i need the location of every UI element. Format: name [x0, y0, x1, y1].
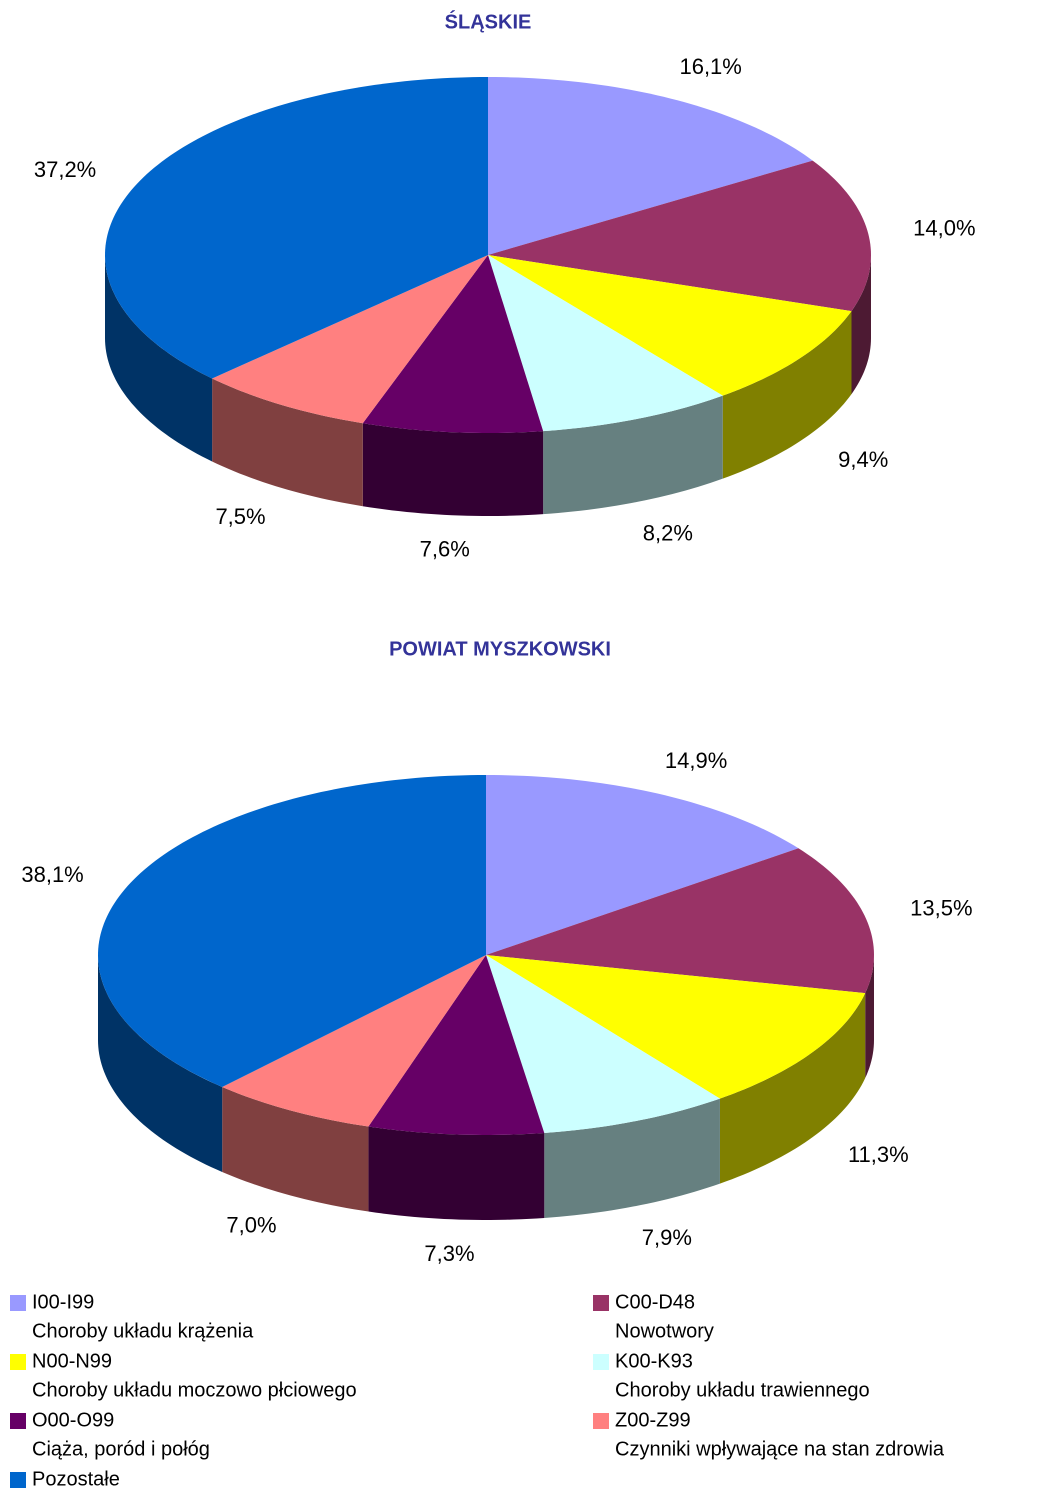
- legend-code: I00-I99: [32, 1291, 94, 1313]
- slice-side: [98, 955, 223, 1172]
- data-label: 8,2%: [643, 520, 693, 545]
- slice: [486, 955, 866, 1099]
- legend-code: N00-N99: [32, 1350, 112, 1372]
- legend-swatch: [10, 1295, 26, 1311]
- legend-swatch: [593, 1413, 609, 1429]
- data-label: 7,6%: [420, 536, 470, 561]
- data-label: 14,9%: [665, 748, 727, 773]
- slice-side: [544, 1098, 720, 1218]
- legend-description: Nowotwory: [615, 1320, 714, 1342]
- legend-description: Ciąża, poród i połóg: [32, 1438, 210, 1460]
- pie-sides: [98, 955, 874, 1220]
- slice-side: [722, 311, 852, 479]
- legend-code: Z00-Z99: [615, 1409, 691, 1431]
- slice: [488, 255, 723, 432]
- slice: [368, 955, 545, 1135]
- slice: [486, 775, 799, 955]
- slice: [488, 77, 813, 255]
- data-label: 14,0%: [913, 215, 975, 240]
- chart-title: ŚLĄSKIE: [445, 9, 532, 33]
- data-label: 37,2%: [34, 157, 96, 182]
- slice: [212, 255, 488, 424]
- legend-description: Choroby układu krążenia: [32, 1320, 254, 1342]
- slice: [105, 77, 488, 379]
- slice-side: [105, 255, 213, 462]
- legend-code: K00-K93: [615, 1350, 693, 1372]
- legend-swatch: [10, 1413, 26, 1429]
- slice: [488, 255, 852, 396]
- legend-code: Pozostałe: [32, 1468, 120, 1490]
- chart-title: POWIAT MYSZKOWSKI: [389, 638, 611, 660]
- slice-side: [212, 378, 363, 507]
- data-label: 7,0%: [226, 1212, 276, 1237]
- slice: [488, 160, 871, 312]
- slice: [486, 955, 720, 1133]
- pie-tops: [105, 77, 871, 433]
- data-label: 13,5%: [910, 896, 972, 921]
- slice-side: [362, 423, 544, 516]
- data-label: 7,5%: [215, 504, 265, 529]
- slice-side: [719, 993, 866, 1184]
- legend-description: Czynniki wpływające na stan zdrowia: [615, 1438, 945, 1460]
- slice: [222, 955, 486, 1127]
- data-label: 9,4%: [838, 447, 888, 472]
- slice-side: [222, 1086, 369, 1212]
- slice: [486, 848, 874, 994]
- slice-side: [543, 395, 723, 515]
- slice-side: [368, 1126, 545, 1220]
- legend-code: C00-D48: [615, 1291, 695, 1313]
- data-label: 7,9%: [642, 1225, 692, 1250]
- slice: [98, 775, 486, 1087]
- legend-description: Choroby układu trawiennego: [615, 1379, 870, 1401]
- pie-sides: [105, 255, 871, 516]
- legend-swatch: [10, 1472, 26, 1488]
- data-label: 7,3%: [424, 1241, 474, 1266]
- slice: [362, 255, 544, 433]
- legend-code: O00-O99: [32, 1409, 114, 1431]
- legend-swatch: [593, 1354, 609, 1370]
- legend-swatch: [593, 1295, 609, 1311]
- data-label: 11,3%: [848, 1142, 909, 1167]
- legend-swatch: [10, 1354, 26, 1370]
- data-label: 38,1%: [21, 862, 83, 887]
- data-label: 16,1%: [679, 54, 741, 79]
- slice-side: [851, 255, 871, 395]
- pie-tops: [98, 775, 874, 1135]
- legend-description: Choroby układu moczowo płciowego: [32, 1379, 357, 1401]
- slice-side: [865, 955, 874, 1079]
